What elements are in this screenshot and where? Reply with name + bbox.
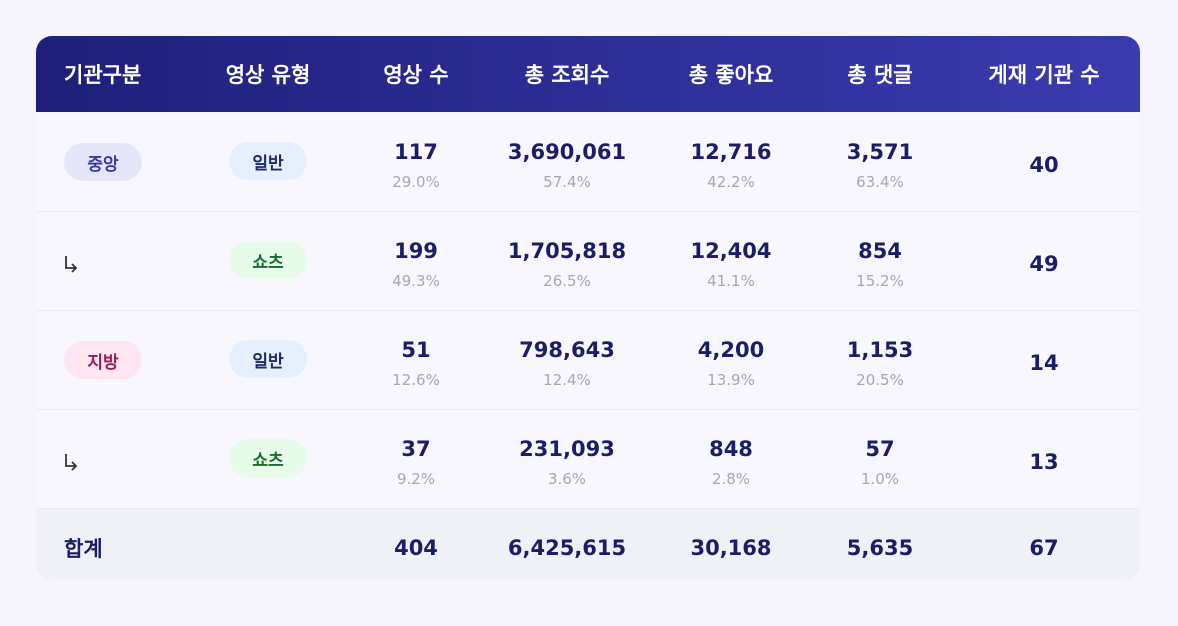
column-header: 기관구분 — [64, 63, 142, 87]
table-row: 중앙 일반 117 29.0% 3,690,061 57.4% 12,716 42.2% 3,5… — [36, 112, 1140, 212]
org-count: 14 — [1029, 351, 1059, 375]
cell-value: 1,153 — [846, 338, 914, 362]
cell-value: 117 — [394, 140, 438, 164]
cell-value: 231,093 — [519, 437, 615, 461]
total-value: 30,168 — [690, 536, 772, 560]
cell-share: 13.9% — [707, 371, 755, 389]
type-badge: 일반 — [229, 340, 307, 378]
cell-share: 9.2% — [396, 470, 436, 488]
cell-share: 26.5% — [543, 272, 591, 290]
cell-share: 20.5% — [856, 371, 904, 389]
cell-share: 41.1% — [707, 272, 755, 290]
cell-value: 199 — [394, 239, 438, 263]
cell-value: 1,705,818 — [507, 239, 627, 263]
column-header: 총 조회수 — [524, 63, 610, 87]
total-value: 404 — [394, 536, 438, 560]
cell-value: 798,643 — [519, 338, 615, 362]
column-header: 총 댓글 — [847, 63, 913, 87]
cell-share: 12.6% — [392, 371, 440, 389]
cell-share: 49.3% — [392, 272, 440, 290]
cell-value: 3,571 — [846, 140, 914, 164]
table-row: 쇼츠 199 49.3% 1,705,818 26.5% 12,404 41.1% 854 15… — [36, 211, 1140, 311]
column-header: 영상 유형 — [225, 63, 311, 87]
cell-share: 29.0% — [392, 173, 440, 191]
cell-value: 854 — [858, 239, 902, 263]
cell-share: 2.8% — [711, 470, 751, 488]
org-count: 13 — [1029, 450, 1059, 474]
type-badge: 일반 — [229, 142, 307, 180]
cell-value: 51 — [401, 338, 431, 362]
cell-value: 12,716 — [690, 140, 772, 164]
total-orgs: 67 — [1029, 536, 1059, 560]
table-row: 쇼츠 37 9.2% 231,093 3.6% 848 2.8% 57 1.0% 13 — [36, 409, 1140, 509]
cell-share: 12.4% — [543, 371, 591, 389]
cell-share: 1.0% — [860, 470, 900, 488]
group-badge: 지방 — [64, 341, 142, 379]
table-header: 기관구분 영상 유형 영상 수 총 조회수 총 좋아요 총 댓글 게재 기관 수 — [36, 36, 1140, 112]
cell-share: 42.2% — [707, 173, 755, 191]
cell-value: 4,200 — [697, 338, 765, 362]
total-value: 6,425,615 — [507, 536, 627, 560]
cell-share: 3.6% — [547, 470, 587, 488]
org-count: 40 — [1029, 153, 1059, 177]
table-row: 지방 일반 51 12.6% 798,643 12.4% 4,200 13.9% 1,153 20… — [36, 310, 1140, 410]
total-label: 합계 — [64, 537, 103, 561]
cell-share: 63.4% — [856, 173, 904, 191]
total-row: 합계 404 6,425,615 30,168 5,635 67 — [36, 508, 1140, 580]
column-header: 영상 수 — [383, 63, 449, 87]
type-badge: 쇼츠 — [229, 241, 307, 279]
group-badge: 중앙 — [64, 143, 142, 181]
org-count: 49 — [1029, 252, 1059, 276]
cell-share: 15.2% — [856, 272, 904, 290]
type-badge: 쇼츠 — [229, 439, 307, 477]
cell-value: 3,690,061 — [507, 140, 627, 164]
cell-value: 57 — [865, 437, 895, 461]
cell-value: 12,404 — [690, 239, 772, 263]
cell-value: 37 — [401, 437, 431, 461]
cell-share: 57.4% — [543, 173, 591, 191]
column-header: 게재 기관 수 — [988, 63, 1100, 87]
sub-row-arrow — [65, 454, 78, 471]
sub-row-arrow — [65, 256, 78, 273]
column-header: 총 좋아요 — [688, 63, 774, 87]
cell-value: 848 — [709, 437, 753, 461]
total-value: 5,635 — [846, 536, 914, 560]
